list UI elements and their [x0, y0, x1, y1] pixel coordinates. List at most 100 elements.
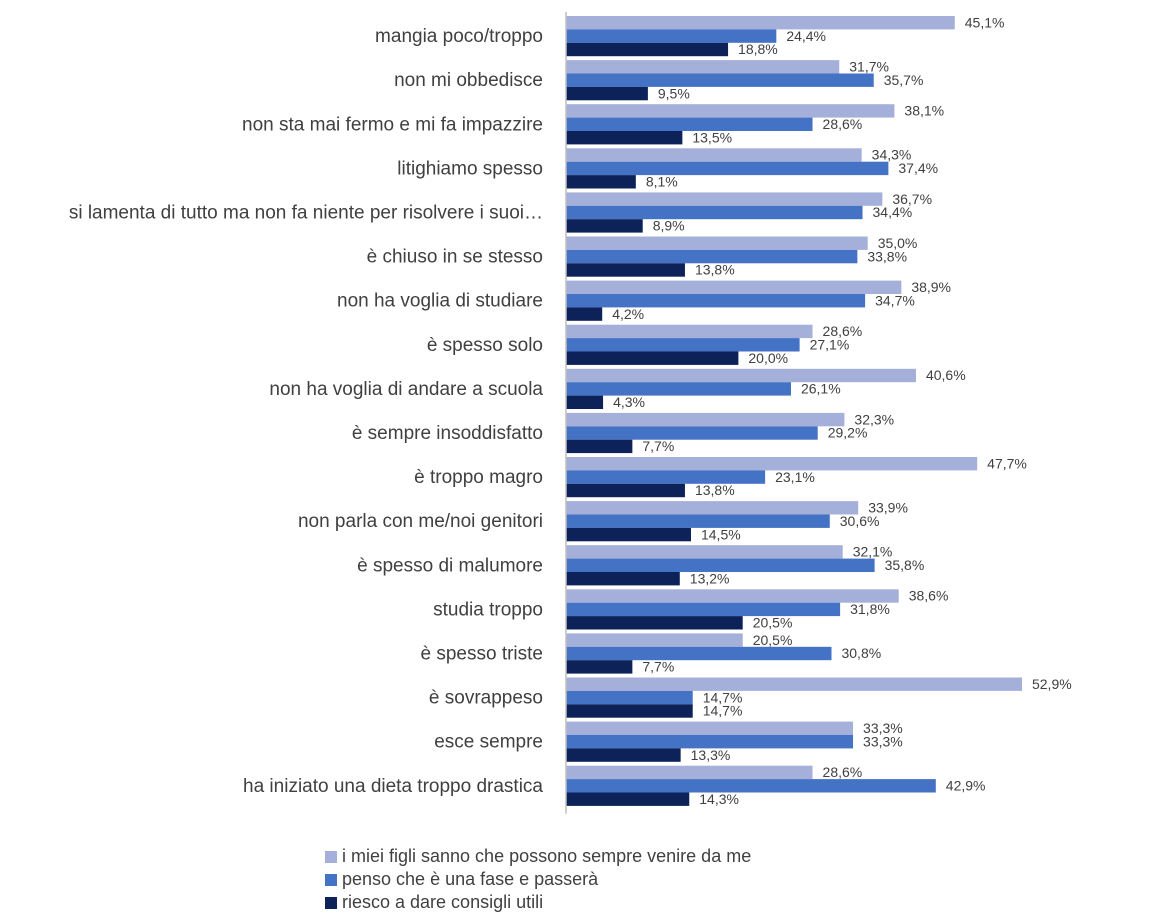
bar-series-2 [566, 73, 874, 87]
bar-series-2 [566, 514, 830, 528]
data-label: 8,9% [653, 218, 685, 234]
data-label: 34,7% [875, 292, 915, 308]
data-label: 13,8% [695, 262, 735, 278]
data-label: 23,1% [775, 469, 815, 485]
bar-series-3 [566, 704, 693, 718]
category-label: non mi obbedisce [394, 70, 543, 91]
data-label: 34,4% [873, 204, 913, 220]
bar-series-1 [566, 589, 899, 603]
category-label: è chiuso in se stesso [367, 247, 543, 268]
data-label: 13,8% [695, 482, 735, 498]
category-label: mangia poco/troppo [375, 26, 543, 47]
data-label: 28,6% [823, 764, 863, 780]
bar-series-2 [566, 470, 766, 484]
data-label: 32,3% [854, 411, 894, 427]
category-label: è spesso solo [427, 335, 543, 356]
bar-series-1 [566, 457, 978, 471]
bar-series-3 [566, 42, 729, 57]
bar-series-3 [566, 395, 604, 409]
legend-item-series-2: penso che è una fase e passerà [325, 868, 751, 891]
bar-series-1 [566, 60, 840, 74]
bar-series-3 [566, 263, 685, 277]
data-label: 4,3% [613, 394, 645, 410]
data-label: 13,3% [691, 747, 731, 763]
bar-series-3 [566, 131, 683, 145]
data-label: 37,4% [898, 160, 938, 176]
bar-series-3 [566, 792, 690, 806]
legend-swatch-series-2 [325, 873, 337, 886]
data-label: 9,5% [658, 85, 690, 101]
data-label: 38,1% [904, 103, 944, 119]
bar-series-1 [566, 368, 916, 383]
bar-series-1 [566, 16, 955, 30]
bar-series-2 [566, 426, 818, 440]
category-label: non ha voglia di studiare [337, 291, 543, 312]
category-label: è spesso triste [421, 644, 544, 665]
category-label: non ha voglia di andare a scuola [269, 379, 543, 400]
data-label: 33,8% [867, 248, 907, 264]
legend: i miei figli sanno che possono sempre ve… [325, 845, 751, 914]
bar-series-2 [566, 558, 875, 572]
data-label: 30,8% [841, 645, 881, 661]
category-label: ha iniziato una dieta troppo drastica [243, 776, 543, 797]
data-label: 42,9% [946, 778, 986, 794]
data-label: 35,8% [885, 557, 925, 573]
bar-series-3 [566, 219, 643, 233]
bar-series-2 [566, 382, 791, 396]
data-label: 28,6% [823, 323, 863, 339]
legend-swatch-series-1 [325, 850, 337, 863]
bar-series-1 [566, 412, 845, 427]
legend-label-series-1: i miei figli sanno che possono sempre ve… [342, 846, 752, 866]
data-label: 14,7% [703, 689, 743, 705]
data-label: 35,7% [884, 72, 924, 88]
bar-series-2 [566, 338, 800, 352]
data-label: 38,6% [909, 588, 949, 604]
bar-series-1 [566, 148, 862, 162]
data-label: 13,2% [690, 570, 730, 586]
bar-series-1 [566, 677, 1022, 691]
data-label: 32,1% [853, 544, 893, 560]
bar-series-2 [566, 690, 693, 705]
legend-label-series-2: penso che è una fase e passerà [342, 869, 599, 889]
bar-series-2 [566, 646, 832, 661]
bar-series-3 [566, 86, 648, 101]
data-label: 31,8% [850, 601, 890, 617]
data-label: 7,7% [642, 438, 674, 454]
data-label: 47,7% [987, 455, 1027, 471]
data-label: 20,5% [753, 615, 793, 631]
data-label: 45,1% [965, 14, 1005, 30]
data-label: 36,7% [892, 191, 932, 207]
data-label: 8,1% [646, 174, 678, 190]
legend-label-series-3: riesco a dare consigli utili [342, 892, 544, 912]
bar-series-1 [566, 192, 883, 206]
bar-series-3 [566, 616, 743, 630]
data-label: 52,9% [1032, 676, 1072, 692]
bar-series-3 [566, 748, 681, 762]
data-label: 14,3% [699, 791, 739, 807]
bar-series-3 [566, 307, 603, 321]
data-label: 33,3% [863, 733, 903, 749]
data-label: 38,9% [911, 279, 951, 295]
bar-chart: mangia poco/troppo 45,1% 24,4% 18,8% non mi … [69, 12, 1072, 814]
data-label: 28,6% [823, 116, 863, 132]
category-label: non sta mai fermo e mi fa impazzire [242, 114, 543, 135]
bar-series-2 [566, 602, 841, 617]
legend-item-series-1: i miei figli sanno che possono sempre ve… [325, 845, 751, 868]
bar-series-1 [566, 545, 843, 559]
bar-series-3 [566, 572, 680, 586]
data-label: 14,7% [703, 703, 743, 719]
data-label: 35,0% [878, 235, 918, 251]
data-label: 24,4% [786, 28, 826, 44]
bar-series-1 [566, 721, 854, 735]
bar-series-2 [566, 161, 889, 176]
bar-series-2 [566, 249, 858, 264]
data-label: 40,6% [926, 367, 966, 383]
bar-series-2 [566, 205, 863, 220]
data-label: 31,7% [849, 59, 889, 75]
category-label: studia troppo [433, 599, 543, 620]
category-label: litighiamo spesso [397, 158, 543, 179]
legend-item-series-3: riesco a dare consigli utili [325, 891, 751, 914]
data-label: 34,3% [872, 147, 912, 163]
category-label: è sovrappeso [429, 688, 543, 709]
bar-series-1 [566, 104, 895, 118]
